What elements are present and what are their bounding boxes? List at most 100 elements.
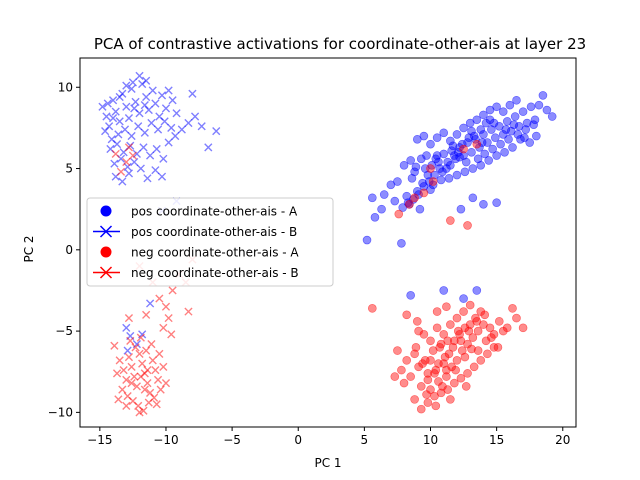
data-point xyxy=(127,379,136,388)
data-point xyxy=(124,114,134,123)
data-point xyxy=(438,167,447,177)
data-point xyxy=(405,199,414,209)
data-point xyxy=(512,95,521,105)
data-point xyxy=(406,156,415,165)
data-point xyxy=(472,139,482,149)
data-point xyxy=(487,333,496,342)
data-point xyxy=(446,216,455,225)
data-point xyxy=(463,369,472,378)
data-point xyxy=(122,401,131,410)
data-point xyxy=(101,127,110,136)
data-point xyxy=(140,101,149,110)
plot-frame xyxy=(79,57,577,428)
data-point xyxy=(443,336,453,346)
data-point xyxy=(161,379,171,388)
data-point xyxy=(411,162,421,172)
data-point xyxy=(423,375,433,385)
data-point xyxy=(212,127,221,136)
data-point xyxy=(485,323,495,333)
data-point xyxy=(120,125,130,134)
data-point xyxy=(452,170,462,180)
data-point xyxy=(532,131,541,141)
data-point xyxy=(428,177,438,186)
data-point xyxy=(493,343,503,352)
data-point xyxy=(456,204,466,214)
data-point xyxy=(502,323,512,333)
data-point xyxy=(406,291,415,300)
data-point xyxy=(468,164,478,173)
data-point xyxy=(430,369,439,378)
y-axis: −10 −5 0 5 10 xyxy=(48,80,80,419)
data-point xyxy=(410,167,419,177)
data-point xyxy=(440,352,450,362)
data-point xyxy=(447,146,456,155)
data-point xyxy=(124,353,134,362)
data-point xyxy=(151,166,160,175)
data-point xyxy=(451,365,460,375)
data-point xyxy=(467,126,476,136)
data-point xyxy=(399,160,409,170)
data-point xyxy=(135,71,144,80)
data-point xyxy=(508,304,517,313)
data-point xyxy=(110,159,119,168)
data-point xyxy=(423,170,433,180)
data-point xyxy=(439,286,449,295)
data-point xyxy=(161,302,171,311)
data-point xyxy=(434,157,443,167)
data-point xyxy=(460,167,470,177)
data-point xyxy=(143,379,152,388)
data-point xyxy=(410,349,419,359)
data-point xyxy=(416,404,426,414)
legend-marker xyxy=(99,266,113,279)
data-point xyxy=(422,390,431,399)
data-point xyxy=(112,140,122,149)
data-point xyxy=(530,115,540,125)
data-point xyxy=(456,336,466,346)
data-point xyxy=(509,120,519,129)
data-point xyxy=(126,336,135,345)
data-point xyxy=(140,385,149,394)
data-point xyxy=(397,239,406,248)
data-point xyxy=(147,118,156,128)
data-point xyxy=(177,125,186,134)
data-point xyxy=(508,143,517,152)
data-point xyxy=(377,204,386,214)
data-point xyxy=(131,97,140,106)
data-point xyxy=(432,307,442,316)
data-point xyxy=(127,362,136,371)
data-point xyxy=(188,89,197,98)
data-point xyxy=(442,372,451,381)
data-point xyxy=(459,294,468,303)
data-point xyxy=(438,382,447,391)
data-point xyxy=(128,78,138,87)
data-point xyxy=(448,141,458,151)
data-point xyxy=(102,112,111,121)
data-point xyxy=(115,92,124,102)
chart-title: PCA of contrastive activations for coord… xyxy=(94,35,586,53)
data-point xyxy=(402,310,411,320)
data-point xyxy=(167,123,176,132)
data-point xyxy=(164,86,173,95)
data-point xyxy=(148,86,157,95)
data-point xyxy=(379,190,389,199)
data-point xyxy=(460,352,470,362)
data-point xyxy=(112,369,122,378)
data-point xyxy=(521,125,531,134)
data-point xyxy=(142,76,151,85)
data-point xyxy=(472,115,482,125)
data-point xyxy=(459,144,468,154)
data-point xyxy=(135,349,144,358)
data-point xyxy=(492,102,501,112)
data-point xyxy=(480,149,490,159)
data-point xyxy=(132,382,141,391)
legend-marker xyxy=(99,225,113,238)
data-point xyxy=(512,313,521,323)
data-point xyxy=(446,395,455,404)
data-point xyxy=(461,157,471,167)
data-point xyxy=(431,401,441,411)
data-point xyxy=(136,164,145,173)
data-point xyxy=(422,151,431,160)
data-point xyxy=(423,369,433,378)
data-point xyxy=(522,118,532,128)
data-point xyxy=(116,167,126,176)
